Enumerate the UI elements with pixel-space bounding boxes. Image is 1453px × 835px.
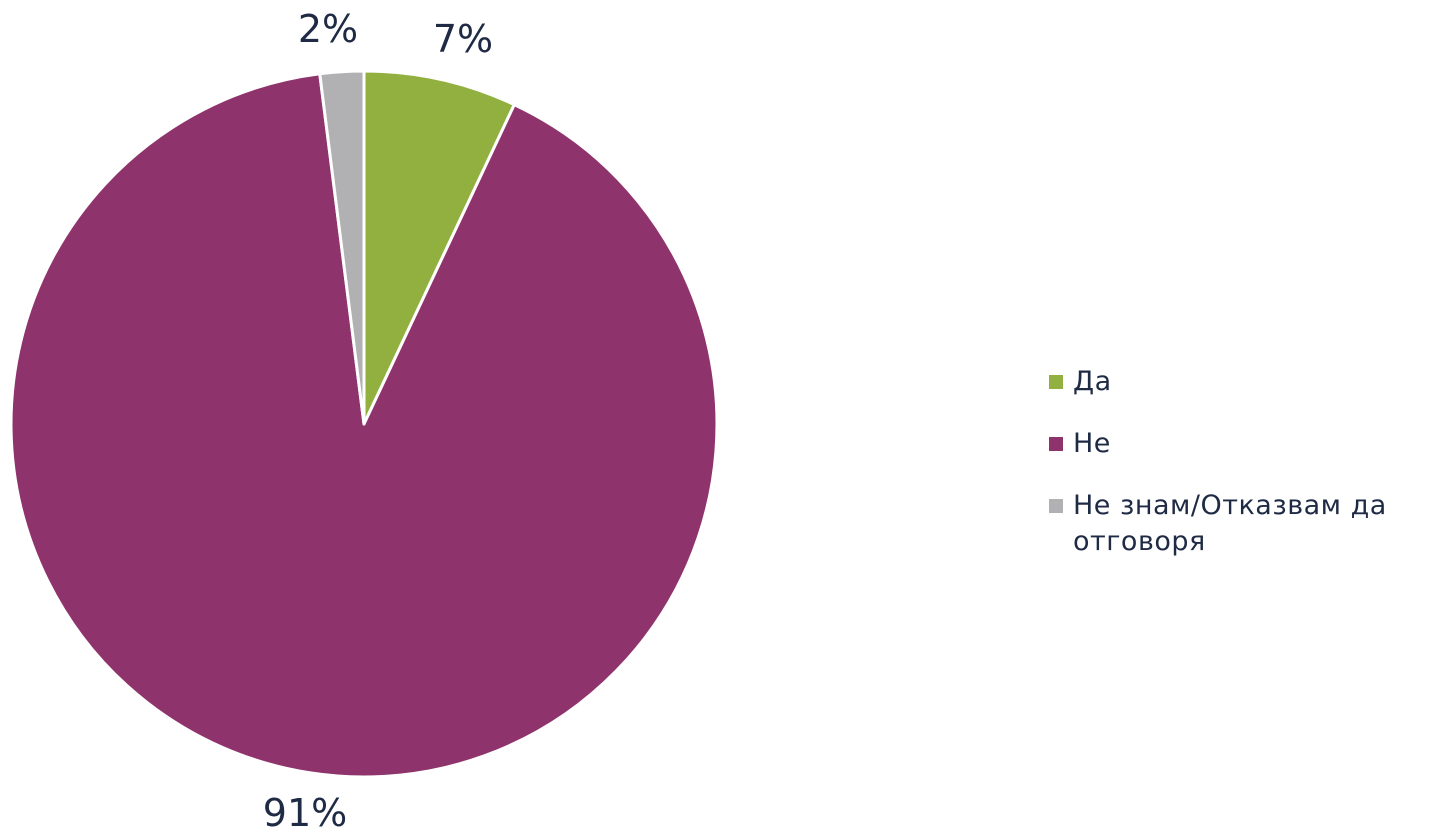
- data-label-da: 7%: [433, 17, 493, 61]
- pie-slice-ne-znam: [318, 69, 366, 426]
- legend-swatch-da: [1049, 375, 1063, 389]
- pie-slice-da: [362, 69, 516, 426]
- legend-swatch-ne: [1049, 437, 1063, 451]
- legend-label-da: Да: [1073, 366, 1112, 397]
- data-label-ne: 91%: [263, 791, 347, 835]
- legend-label-ne-znam: Не знам/Отказвам да отговоря: [1073, 490, 1387, 557]
- data-label-ne-znam: 2%: [298, 7, 358, 51]
- legend-label-ne: Не: [1073, 428, 1111, 459]
- legend: Да Не Не знам/Отказвам да отговоря: [1049, 364, 1449, 560]
- legend-item-da: Да: [1049, 364, 1449, 400]
- legend-item-ne: Не: [1049, 426, 1449, 462]
- legend-swatch-ne-znam: [1049, 499, 1063, 513]
- legend-item-ne-znam: Не знам/Отказвам да отговоря: [1049, 488, 1449, 560]
